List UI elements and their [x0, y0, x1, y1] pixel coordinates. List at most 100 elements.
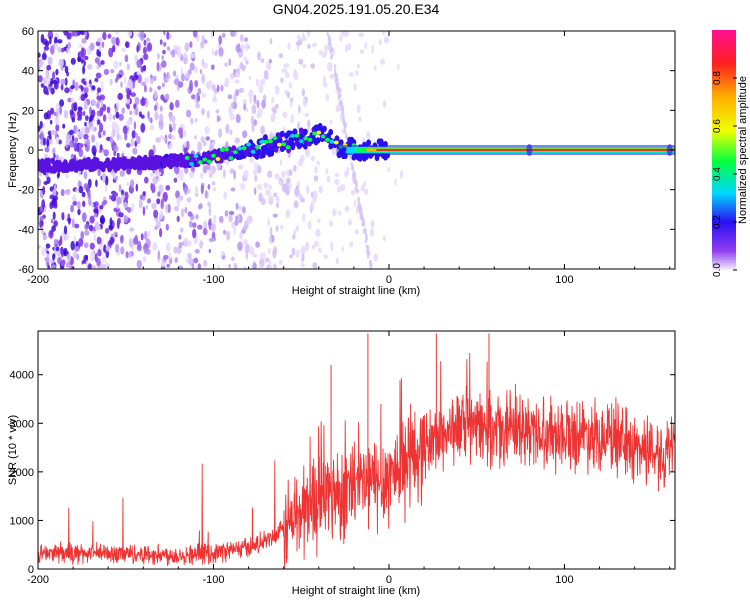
ridge-hotspot — [255, 145, 260, 149]
spectral-noise-dot — [174, 205, 179, 212]
spectral-noise-dot — [201, 108, 205, 116]
spectral-noise-dot — [90, 251, 94, 262]
spectral-noise-dot — [318, 185, 323, 194]
spectral-noise-dot — [96, 48, 100, 57]
spectral-noise-dot — [51, 264, 56, 269]
spectral-noise-dot — [183, 129, 187, 138]
y-tick-label: 1000 — [10, 515, 34, 527]
spectral-noise-dot — [58, 139, 62, 145]
spectral-noise-dot — [109, 236, 115, 245]
spectral-noise-dot — [197, 95, 201, 102]
spectral-noise-dot — [199, 68, 203, 75]
spectral-noise-dot — [346, 43, 352, 51]
spectral-noise-dot — [301, 36, 307, 41]
spectral-noise-dot — [307, 125, 311, 134]
spectral-noise-dot — [217, 264, 220, 269]
spectral-streak-dot — [342, 115, 345, 121]
spectrogram-panel: -200 -100 0 100 60 40 20 0 -20 -40 -60 Height of … — [7, 26, 676, 297]
spectral-noise-dot — [253, 169, 258, 176]
spectral-noise-dot — [263, 182, 269, 189]
spectral-noise-dot — [355, 70, 359, 76]
spectral-noise-dot — [307, 44, 311, 49]
spectral-noise-dot — [80, 111, 83, 117]
snr-x-ticks: -200 -100 0 100 — [27, 331, 671, 586]
spectral-noise-dot — [295, 41, 301, 46]
spectral-noise-dot — [121, 194, 126, 200]
spectral-noise-dot — [211, 181, 216, 186]
spectral-noise-dot — [269, 38, 273, 45]
spectral-noise-dot — [284, 71, 290, 79]
spectral-noise-dot — [163, 31, 166, 36]
spectral-noise-dot — [300, 197, 305, 203]
spectral-noise-dot — [382, 100, 387, 108]
spectral-noise-dot — [158, 210, 164, 220]
spectral-noise-dot — [74, 81, 79, 91]
ridge-hotspot — [298, 139, 304, 144]
spectral-noise-dot — [46, 90, 49, 96]
spectral-noise-dot — [252, 253, 258, 258]
spectral-noise-dot — [302, 213, 306, 223]
spectral-noise-dot — [260, 58, 265, 64]
spectral-noise-dot — [136, 44, 139, 53]
spectral-noise-dot — [41, 246, 46, 257]
spectral-noise-dot — [116, 124, 120, 134]
spectral-noise-dot — [137, 73, 142, 84]
spectral-noise-dot — [80, 127, 86, 135]
spectral-noise-dot — [316, 218, 321, 223]
spectral-noise-dot — [157, 250, 160, 260]
spectral-noise-dot — [378, 39, 382, 46]
spectral-noise-dot — [153, 75, 157, 82]
spectral-noise-dot — [289, 254, 293, 259]
spectral-noise-dot — [89, 242, 95, 250]
spectral-noise-dot — [235, 71, 239, 77]
spectral-noise-dot — [135, 106, 139, 116]
spectral-noise-dot — [268, 235, 272, 245]
spectral-noise-dot — [166, 263, 170, 268]
spectral-noise-dot — [324, 44, 329, 52]
spectral-noise-dot — [315, 228, 321, 237]
spectral-noise-dot — [339, 34, 343, 42]
spectral-noise-dot — [208, 169, 214, 175]
spectral-noise-dot — [229, 73, 235, 80]
ridge-hotspot — [281, 142, 287, 147]
spectral-noise-dot — [123, 215, 129, 224]
spectral-noise-dot — [126, 206, 132, 213]
spectral-noise-dot — [85, 115, 89, 121]
spectral-noise-dot — [357, 63, 360, 69]
spectral-noise-dot — [65, 174, 69, 179]
spectral-noise-dot — [69, 139, 75, 148]
colorbar-tick-label: 0.2 — [712, 215, 723, 229]
y-tick-label: 3000 — [10, 418, 34, 430]
spectral-noise-dot — [123, 201, 128, 209]
spectral-noise-dot — [154, 104, 157, 112]
spectral-noise-dot — [268, 194, 274, 205]
spectral-noise-dot — [93, 234, 97, 242]
spectral-noise-dot — [301, 253, 305, 262]
spectral-noise-dot — [295, 249, 300, 258]
spectral-noise-dot — [134, 54, 138, 61]
ridge-hotspot — [272, 136, 278, 141]
spectral-noise-dot — [178, 265, 184, 269]
spectral-noise-dot — [291, 247, 296, 256]
spectral-noise-dot — [234, 220, 239, 226]
spectral-noise-dot — [39, 205, 43, 213]
spectral-noise-dot — [80, 31, 86, 35]
spectral-noise-dot — [273, 192, 278, 198]
spectral-noise-dot — [198, 203, 203, 209]
spectral-noise-dot — [42, 185, 46, 195]
spectral-streak-dot — [352, 171, 355, 177]
spectral-noise-dot — [57, 46, 62, 54]
ridge-hotspot — [263, 139, 269, 144]
ridge-halo-dot — [174, 161, 180, 168]
spectral-noise-dot — [161, 55, 165, 60]
ridge-hotspot — [307, 137, 313, 142]
spectral-noise-dot — [63, 247, 68, 257]
spectral-noise-dot — [83, 100, 88, 110]
spectral-noise-dot — [94, 57, 100, 64]
ridge-hotspot — [237, 146, 243, 151]
spectral-noise-dot — [178, 234, 182, 240]
spectral-noise-dot — [224, 210, 229, 217]
spectral-noise-dot — [355, 205, 359, 214]
spectral-streak-dot — [334, 79, 337, 84]
spectral-noise-dot — [105, 175, 109, 186]
